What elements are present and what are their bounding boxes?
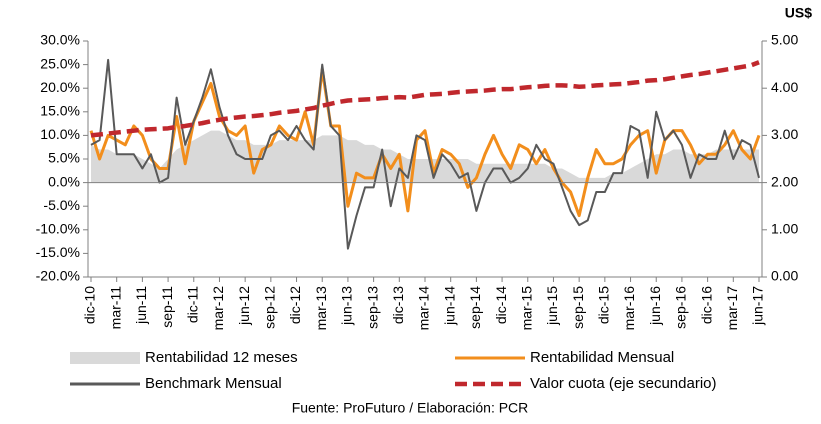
x-tick-label: sep-12 — [262, 286, 278, 329]
x-tick-label: sep-15 — [570, 286, 586, 329]
x-tick-label: dic-13 — [390, 286, 406, 324]
y2-tick-label: 1.00 — [771, 221, 798, 237]
y2-tick-label: 0.00 — [771, 268, 798, 284]
area — [91, 130, 759, 183]
y2-tick-label: 5.00 — [771, 32, 798, 48]
x-tick-label: jun-16 — [647, 286, 663, 326]
x-tick-label: mar-11 — [107, 286, 123, 330]
line — [89, 67, 761, 218]
legend-label: Rentabilidad 12 meses — [145, 349, 298, 366]
x-tick-label: sep-13 — [364, 286, 380, 329]
line — [90, 58, 760, 250]
x-tick-label: jun-14 — [441, 286, 457, 326]
legend-label: Valor cuota (eje secundario) — [530, 375, 717, 392]
y-tick-label: 30.0% — [40, 32, 80, 48]
x-tick-label: mar-14 — [416, 286, 432, 331]
y-tick-label: 10.0% — [40, 126, 80, 142]
x-tick-label: sep-11 — [159, 286, 175, 328]
y-tick-label: 5.0% — [48, 150, 80, 166]
x-tick-label: jun-15 — [544, 286, 560, 326]
y2-tick-label: 2.00 — [771, 173, 798, 189]
source: Fuente: ProFuturo / Elaboración: PCR — [292, 400, 529, 416]
x-tick-label: mar-16 — [621, 286, 637, 331]
y-tick-label: 25.0% — [40, 55, 80, 71]
y2-axis-title: US$ — [785, 5, 812, 21]
x-tick-label: mar-17 — [724, 286, 740, 331]
x-tick-label: dic-10 — [82, 286, 98, 324]
y-tick-label: 20.0% — [40, 79, 80, 95]
y-tick-label: -10.0% — [36, 221, 80, 237]
x-tick-label: dic-11 — [184, 286, 200, 323]
y2-tick-label: 3.00 — [771, 126, 798, 142]
legend-swatch — [70, 352, 140, 364]
y-tick-label: 0.0% — [48, 173, 80, 189]
dashed-line — [90, 60, 760, 138]
legend-label: Rentabilidad Mensual — [530, 349, 674, 366]
x-tick-label: jun-17 — [750, 286, 766, 326]
y-tick-label: 15.0% — [40, 103, 80, 119]
x-tick-label: mar-13 — [313, 286, 329, 331]
x-tick-label: mar-15 — [518, 286, 534, 331]
y2-tick-label: 4.00 — [771, 79, 798, 95]
x-tick-label: dic-15 — [596, 286, 612, 324]
y-tick-label: -20.0% — [36, 268, 80, 284]
x-tick-label: sep-16 — [673, 286, 689, 329]
x-tick-label: mar-12 — [210, 286, 226, 331]
x-tick-label: jun-11 — [133, 286, 149, 325]
y-tick-label: -15.0% — [36, 244, 80, 260]
x-tick-label: dic-16 — [698, 286, 714, 324]
x-tick-label: jun-13 — [339, 286, 355, 326]
x-tick-label: dic-12 — [287, 286, 303, 324]
x-tick-label: sep-14 — [467, 286, 483, 329]
legend-label: Benchmark Mensual — [145, 375, 282, 392]
y-tick-label: -5.0% — [43, 197, 80, 213]
x-tick-label: jun-12 — [236, 286, 252, 326]
x-tick-label: dic-14 — [493, 286, 509, 324]
